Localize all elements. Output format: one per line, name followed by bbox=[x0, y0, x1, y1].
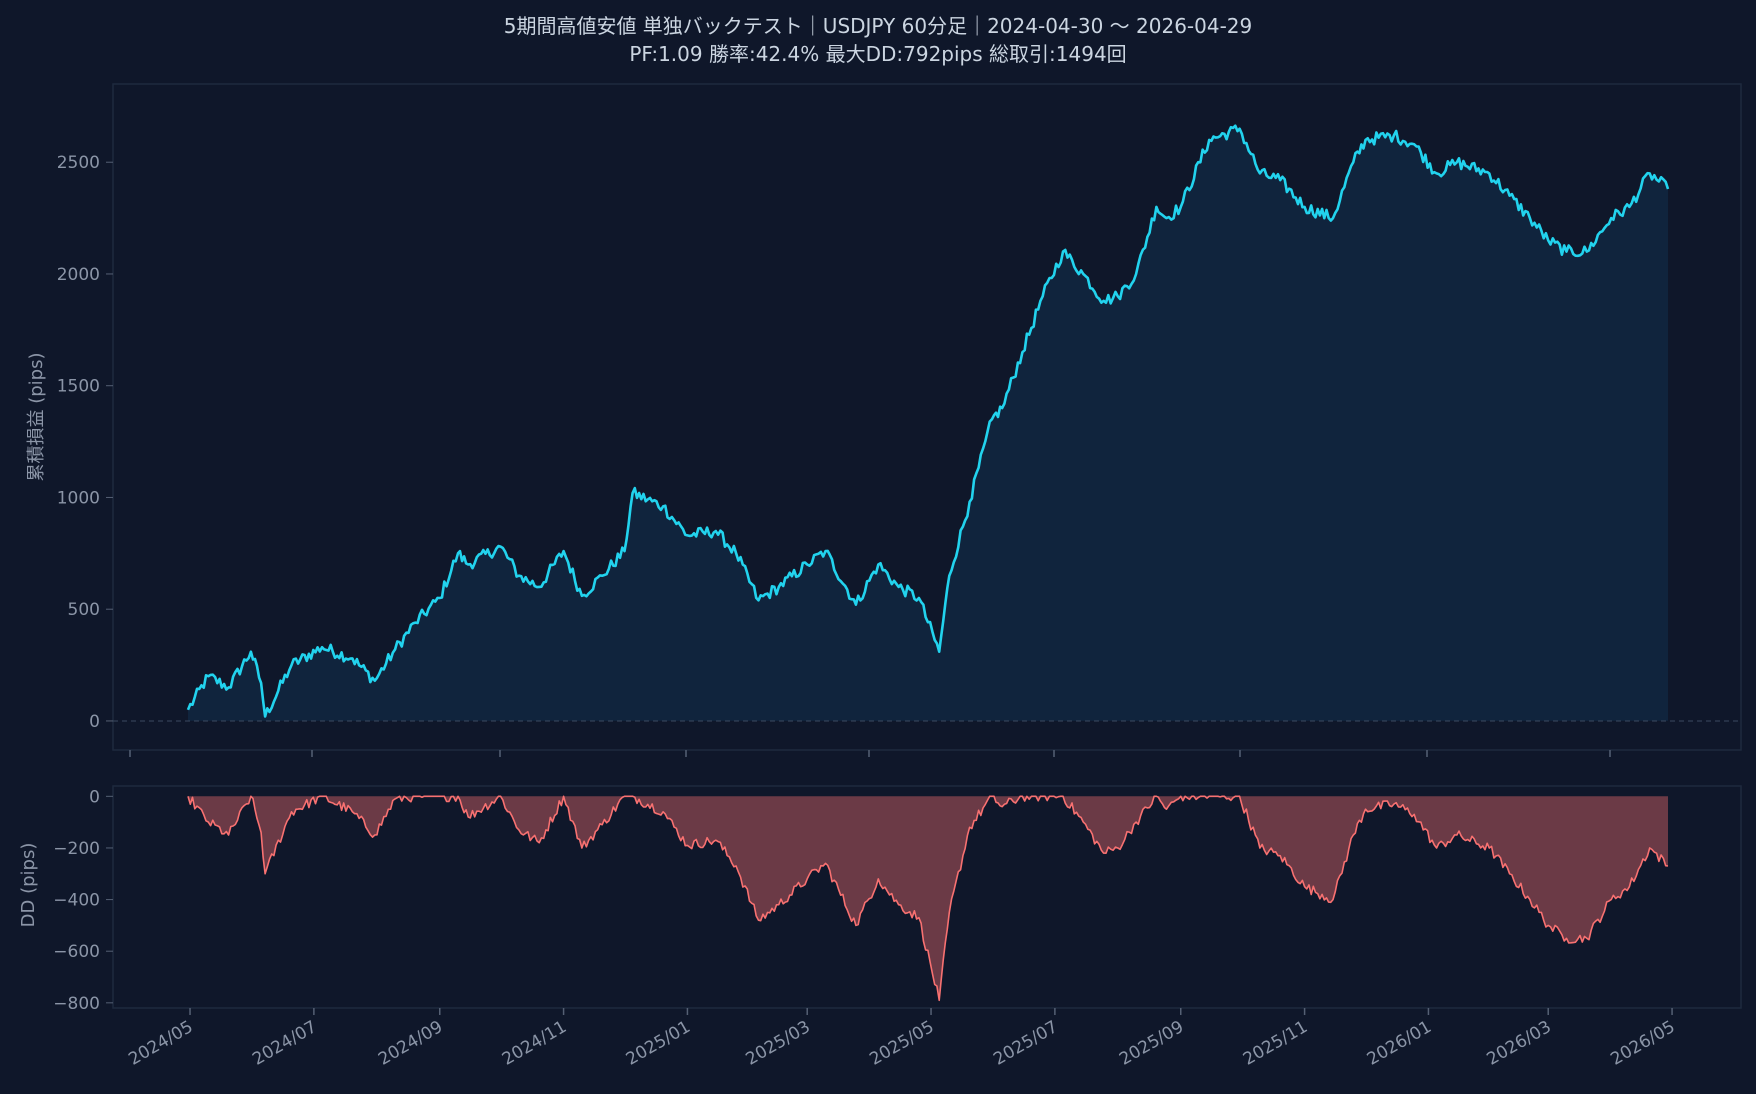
drawdown-x-tick-label: 2025/11 bbox=[1240, 1017, 1311, 1070]
drawdown-x-tick-label: 2024/11 bbox=[499, 1017, 570, 1070]
drawdown-y-axis: 0 −200 −400 −600 −800 bbox=[53, 787, 113, 1014]
equity-y-tick-label: 2000 bbox=[57, 265, 100, 285]
drawdown-y-axis-label: DD (pips) bbox=[18, 843, 39, 928]
equity-y-tick-label: 500 bbox=[68, 600, 100, 620]
drawdown-plot-frame bbox=[112, 785, 1742, 1009]
equity-y-tick-label: 2500 bbox=[57, 153, 100, 173]
equity-y-axis: 0 500 1000 1500 2000 2500 bbox=[57, 153, 113, 732]
drawdown-x-tick-label: 2024/05 bbox=[125, 1017, 196, 1070]
equity-area-fill bbox=[188, 125, 1668, 721]
equity-y-tick-label: 0 bbox=[89, 712, 100, 732]
equity-y-axis-label: 累積損益 (pips) bbox=[26, 353, 47, 482]
drawdown-x-tick-label: 2025/09 bbox=[1116, 1017, 1187, 1070]
drawdown-y-tick-label: −600 bbox=[53, 942, 100, 962]
drawdown-x-tick-label: 2026/05 bbox=[1607, 1017, 1678, 1070]
drawdown-x-tick-label: 2025/03 bbox=[743, 1017, 814, 1070]
equity-line-series bbox=[186, 124, 1670, 718]
equity-y-tick-label: 1000 bbox=[57, 488, 100, 508]
equity-y-tick-label: 1500 bbox=[57, 377, 100, 397]
drawdown-area-fill bbox=[188, 796, 1668, 1001]
drawdown-line-series bbox=[187, 795, 1669, 1002]
drawdown-y-tick-label: −800 bbox=[53, 994, 100, 1014]
drawdown-panel: 0−200−400−600−800 2024/05 2024/07 2024/09 2… bbox=[18, 785, 1742, 1070]
drawdown-x-tick-label: 2024/09 bbox=[375, 1017, 446, 1070]
drawdown-x-axis: 2024/05 2024/07 2024/09 2024/11 2025/01 2025/… bbox=[125, 1008, 1679, 1070]
drawdown-x-tick-label: 2025/07 bbox=[990, 1017, 1061, 1070]
chart-subtitle: PF:1.09 勝率:42.4% 最大DD:792pips 総取引:1494回 bbox=[629, 42, 1127, 66]
equity-x-axis bbox=[129, 750, 1611, 757]
drawdown-x-tick-label: 2025/01 bbox=[623, 1017, 694, 1070]
drawdown-x-tick-label: 2024/07 bbox=[249, 1017, 320, 1070]
drawdown-x-tick-label: 2026/03 bbox=[1484, 1017, 1555, 1070]
drawdown-y-tick-label: −200 bbox=[53, 839, 100, 859]
drawdown-x-tick-label: 2026/01 bbox=[1364, 1017, 1435, 1070]
drawdown-y-tick-label: 0 bbox=[89, 787, 100, 807]
chart-title: 5期間高値安値 単独バックテスト｜USDJPY 60分足｜2024-04-30 … bbox=[503, 14, 1253, 38]
drawdown-y-tick-label: −400 bbox=[53, 891, 100, 911]
drawdown-x-tick-label: 2025/05 bbox=[866, 1017, 937, 1070]
equity-plot-frame bbox=[112, 83, 1742, 751]
equity-panel: 0 500 1000 1500 2000 2500 累積損益 (pips) bbox=[26, 83, 1742, 757]
